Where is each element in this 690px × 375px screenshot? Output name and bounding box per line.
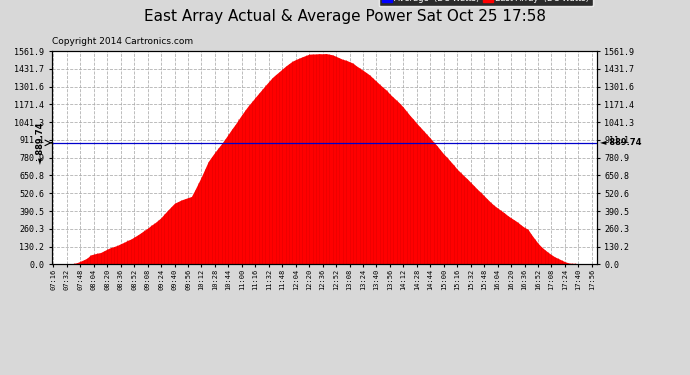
- Text: East Array Actual & Average Power Sat Oct 25 17:58: East Array Actual & Average Power Sat Oc…: [144, 9, 546, 24]
- Legend: Average  (DC Watts), East Array  (DC Watts): Average (DC Watts), East Array (DC Watts…: [379, 0, 593, 6]
- Text: Copyright 2014 Cartronics.com: Copyright 2014 Cartronics.com: [52, 38, 193, 46]
- Text: ◄ 889.74: ◄ 889.74: [600, 138, 642, 147]
- Text: ◄ 889.74: ◄ 889.74: [36, 122, 45, 164]
